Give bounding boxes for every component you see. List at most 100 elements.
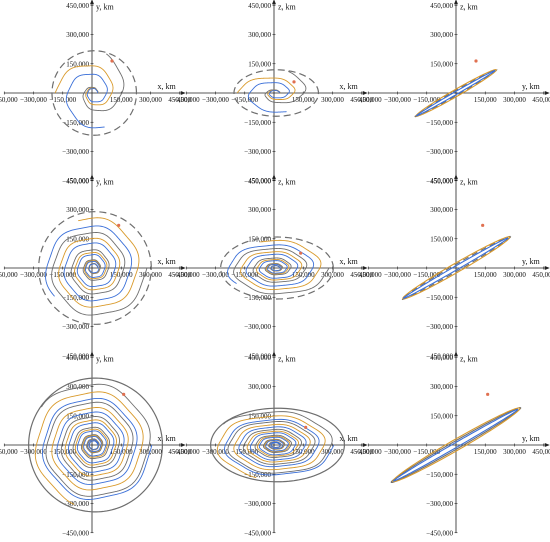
y-tick-label: −450,000	[426, 177, 453, 185]
y-tick-label: 150,000	[66, 412, 89, 420]
subplot-r3-c3: −450,000 −300,000 −150,000 150,000 300,000 45…	[355, 351, 550, 537]
y-tick-label: 150,000	[430, 60, 453, 68]
x-tick-label: 150,000	[474, 96, 497, 104]
y-tick-label: −150,000	[244, 471, 271, 479]
y-tick-label: −450,000	[244, 352, 271, 360]
y-axis-title: y, km	[96, 2, 114, 11]
x-tick-label: −150,000	[49, 271, 76, 279]
y-tick-label: 450,000	[66, 354, 89, 362]
y-axis-title: z, km	[460, 177, 479, 186]
x-tick-label: 150,000	[292, 448, 315, 456]
x-tick-label: −450,000	[0, 271, 18, 279]
x-tick-label: −300,000	[202, 96, 229, 104]
y-axis-arrow	[454, 174, 458, 180]
y-tick-label: 450,000	[430, 2, 453, 10]
y-tick-label: −300,000	[244, 148, 271, 156]
x-tick-label: 300,000	[139, 448, 162, 456]
x-tick-label: −450,000	[355, 448, 382, 456]
x-tick-label: −450,000	[0, 96, 18, 104]
x-tick-label: −450,000	[355, 271, 382, 279]
x-axis-title: y, km	[522, 82, 540, 91]
y-tick-label: −150,000	[62, 119, 89, 127]
y-tick-label: −150,000	[426, 119, 453, 127]
subplot-r1-c3: −450,000 −300,000 −150,000 150,000 300,000 45…	[355, 0, 550, 185]
y-tick-label: −300,000	[62, 500, 89, 508]
y-axis-arrow	[272, 174, 276, 180]
y-tick-label: 300,000	[248, 383, 271, 391]
trajectory-series-3	[247, 82, 290, 113]
start-marker	[292, 80, 296, 84]
target-orbit	[233, 69, 320, 117]
y-tick-label: 450,000	[430, 354, 453, 362]
target-orbit	[38, 211, 152, 325]
x-tick-label: 300,000	[503, 96, 526, 104]
x-tick-label: −300,000	[202, 271, 229, 279]
x-axis-arrow	[362, 91, 368, 95]
x-tick-label: 150,000	[474, 271, 497, 279]
x-axis-title: y, km	[522, 257, 540, 266]
subplot-r1-c2: −450,000 −300,000 −150,000 150,000 300,000 45…	[173, 0, 374, 185]
x-axis-title: x, km	[158, 82, 177, 91]
x-tick-label: −300,000	[20, 271, 47, 279]
subplot-r2-c3: −450,000 −300,000 −150,000 150,000 300,000 45…	[355, 174, 550, 360]
trajectory-series-3	[402, 237, 509, 299]
x-axis-arrow	[362, 443, 368, 447]
y-tick-label: 450,000	[66, 2, 89, 10]
x-axis-arrow	[362, 266, 368, 270]
y-tick-label: −450,000	[426, 352, 453, 360]
y-tick-label: 300,000	[66, 31, 89, 39]
y-tick-label: 150,000	[66, 60, 89, 68]
y-tick-label: 450,000	[66, 177, 89, 185]
x-tick-label: 300,000	[139, 96, 162, 104]
y-tick-label: −150,000	[62, 471, 89, 479]
y-tick-label: −150,000	[62, 294, 89, 302]
x-tick-label: −450,000	[0, 448, 18, 456]
x-tick-label: −300,000	[384, 96, 411, 104]
x-tick-label: −150,000	[413, 271, 440, 279]
x-tick-label: −300,000	[384, 271, 411, 279]
x-tick-label: −300,000	[20, 96, 47, 104]
subplot-r2-c1: −450,000−300,000−150,000150,000300,00045…	[0, 174, 192, 360]
y-tick-label: 150,000	[248, 412, 271, 420]
y-axis-arrow	[90, 351, 94, 357]
x-tick-label: 450,000	[532, 96, 550, 104]
subplot-r3-c1: −450,000 −300,000 −150,000 150,000 300,000 45…	[0, 351, 192, 537]
y-axis-title: z, km	[278, 177, 297, 186]
x-tick-label: 450,000	[350, 271, 373, 279]
y-tick-label: 300,000	[66, 383, 89, 391]
y-tick-label: 150,000	[248, 235, 271, 243]
y-tick-label: 300,000	[248, 206, 271, 214]
y-tick-label: −150,000	[244, 119, 271, 127]
x-tick-label: 300,000	[321, 96, 344, 104]
x-axis-arrow	[544, 266, 550, 270]
trajectory-series-3	[224, 418, 335, 476]
start-marker	[299, 251, 303, 255]
y-tick-label: 150,000	[430, 235, 453, 243]
x-axis-arrow	[180, 266, 186, 270]
x-tick-label: −150,000	[413, 96, 440, 104]
trajectory-series-3	[392, 408, 519, 482]
x-tick-label: 450,000	[350, 448, 373, 456]
x-tick-label: −450,000	[173, 271, 200, 279]
y-tick-label: 450,000	[248, 177, 271, 185]
x-axis-title: x, km	[340, 82, 359, 91]
x-tick-label: −150,000	[231, 271, 258, 279]
x-tick-label: 450,000	[350, 96, 373, 104]
x-tick-label: 450,000	[168, 448, 191, 456]
x-tick-label: 450,000	[532, 271, 550, 279]
y-tick-label: 450,000	[248, 2, 271, 10]
x-axis-arrow	[544, 91, 550, 95]
y-tick-label: −300,000	[62, 148, 89, 156]
x-tick-label: 150,000	[292, 271, 315, 279]
y-axis-title: y, km	[96, 177, 114, 186]
subplot-r1-c1: −450,000−300,000−150,000150,000300,00045…	[0, 0, 192, 185]
y-tick-label: −450,000	[244, 529, 271, 537]
x-tick-label: −150,000	[231, 96, 258, 104]
y-tick-label: −450,000	[244, 177, 271, 185]
y-axis-arrow	[454, 351, 458, 357]
x-tick-label: 450,000	[168, 96, 191, 104]
y-tick-label: 150,000	[66, 235, 89, 243]
trajectory-series-2	[392, 407, 521, 483]
trajectory-series-3	[65, 73, 108, 129]
